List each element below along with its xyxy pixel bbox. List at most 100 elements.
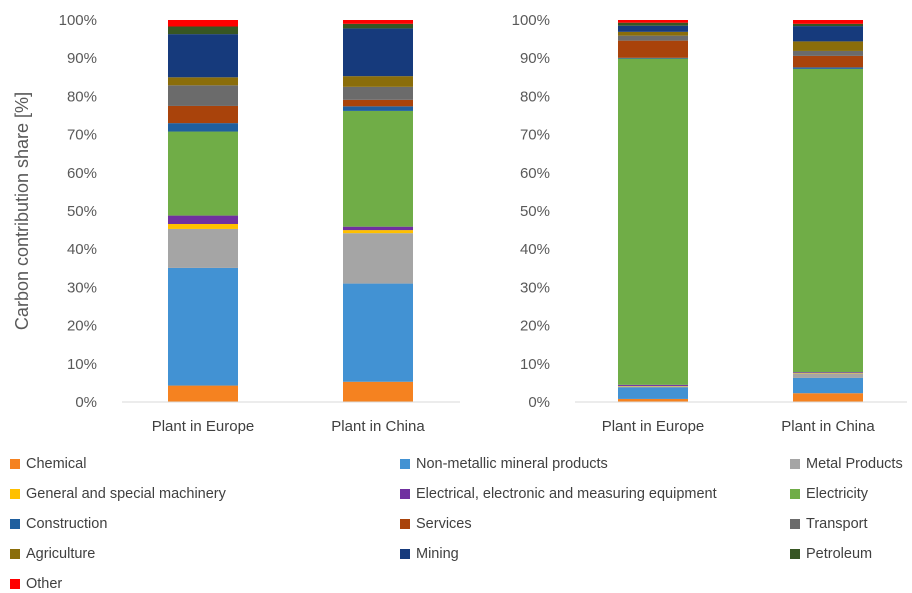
bar-segment [618, 40, 688, 58]
y-tick-label: 20% [67, 318, 97, 335]
y-tick-label: 90% [520, 50, 550, 67]
legend-label: Mining [416, 546, 459, 562]
y-tick-label: 40% [520, 241, 550, 258]
legend-item: Construction [10, 516, 107, 532]
legend-swatch [10, 579, 20, 589]
bar-segment [168, 105, 238, 124]
bar-segment [618, 398, 688, 402]
chart-area: 0% 10% 20% 30% 40% 50% 60% 70% 80% 90% 100% Plant i… [12, 12, 907, 435]
y-tick-label: 70% [67, 127, 97, 144]
bar-segment [168, 123, 238, 132]
legend-label: Other [26, 576, 63, 592]
legend-item: Chemical [10, 456, 86, 472]
y-tick-label: 60% [520, 165, 550, 182]
bar-segment [343, 233, 413, 284]
bar-segment [793, 373, 863, 378]
bar-segment [343, 230, 413, 234]
legend-label: Metal Products [806, 456, 903, 472]
bar-segment [168, 223, 238, 229]
bar-segment [618, 58, 688, 385]
bar-segment [168, 85, 238, 106]
y-tick-label: 10% [520, 356, 550, 373]
legend-label: Electrical, electronic and measuring equ… [416, 486, 717, 502]
legend-item: Petroleum [790, 546, 872, 562]
legend-swatch [790, 519, 800, 529]
bar-segment [618, 22, 688, 26]
legend-swatch [10, 519, 20, 529]
bar-segment [618, 384, 688, 386]
y-tick-label: 80% [520, 88, 550, 105]
bar-segment [793, 393, 863, 402]
legend-item: General and special machinery [10, 486, 226, 502]
y-tick-label: 70% [520, 127, 550, 144]
legend-item: Services [400, 516, 472, 532]
y-tick-label: 60% [67, 165, 97, 182]
legend-swatch [400, 519, 410, 529]
bar-segment [168, 385, 238, 402]
y-tick-label: 100% [59, 12, 97, 29]
bar-segment [793, 26, 863, 42]
bar-segment [343, 86, 413, 100]
legend-label: Services [416, 516, 472, 532]
legend-label: Electricity [806, 486, 869, 502]
bar-segment [343, 381, 413, 402]
legend-swatch [400, 489, 410, 499]
bar-segment [618, 35, 688, 41]
bar-segment [618, 57, 688, 59]
bar-segment [343, 99, 413, 107]
bar-segment [168, 77, 238, 86]
bar-segment [793, 20, 863, 24]
bar-segment [168, 26, 238, 35]
y-tick-label: 100% [512, 12, 550, 29]
legend-swatch [10, 459, 20, 469]
legend-label: Non-metallic mineral products [416, 456, 608, 472]
y-tick-label: 50% [67, 203, 97, 220]
legend-item: Electrical, electronic and measuring equ… [400, 486, 717, 502]
y-axis-title: Carbon contribution share [%] [12, 92, 32, 330]
y-tick-label: 10% [67, 356, 97, 373]
y-tick-label: 90% [67, 50, 97, 67]
bar-segment [168, 215, 238, 224]
bar-segment [168, 34, 238, 78]
bar-segment [793, 55, 863, 68]
y-tick-label: 30% [67, 279, 97, 296]
legend-item: Mining [400, 546, 459, 562]
legend-swatch [10, 549, 20, 559]
y-tick-label: 50% [520, 203, 550, 220]
y-tick-label: 40% [67, 241, 97, 258]
legend-label: Transport [806, 516, 868, 532]
legend-label: Agriculture [26, 546, 96, 562]
legend-swatch [790, 489, 800, 499]
bar-segment [168, 267, 238, 386]
bar-segment [618, 387, 688, 399]
bar-segment [793, 23, 863, 27]
legend-swatch [790, 459, 800, 469]
bar-segment [793, 50, 863, 56]
legend-item: Electricity [790, 486, 868, 502]
bar-segment [168, 131, 238, 216]
legend-swatch [790, 549, 800, 559]
legend-label: Chemical [26, 456, 87, 472]
x-tick-label: Plant in China [331, 418, 425, 435]
y-tick-label: 0% [528, 394, 550, 411]
x-tick-label: Plant in Europe [152, 418, 255, 435]
legend-item: Metal Products [790, 456, 903, 472]
bar-segment [343, 28, 413, 77]
legend-item: Non-metallic mineral products [400, 456, 608, 472]
bar-segment [343, 20, 413, 24]
y-tick-label: 20% [520, 318, 550, 335]
bar-segment [343, 23, 413, 29]
bar-segment [343, 226, 413, 231]
legend-label: General and special machinery [26, 486, 226, 502]
y-tick-label: 30% [520, 279, 550, 296]
x-tick-label: Plant in Europe [602, 418, 705, 435]
legend-swatch [400, 459, 410, 469]
x-tick-label: Plant in China [781, 418, 875, 435]
legend-label: Construction [26, 516, 108, 532]
bar-segment [343, 106, 413, 111]
legend-item: Other [10, 576, 62, 592]
bar-segment [168, 228, 238, 268]
legend-label: Petroleum [806, 546, 873, 562]
bar-segment [793, 41, 863, 51]
legend-swatch [400, 549, 410, 559]
